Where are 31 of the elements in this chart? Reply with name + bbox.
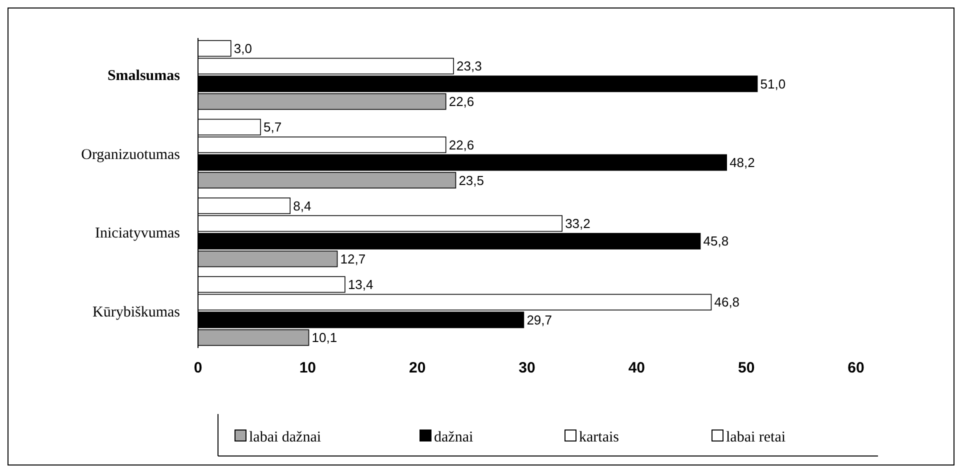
x-tick-label: 20 <box>408 360 426 377</box>
y-tick-label: Iniciatyvumas <box>95 226 180 242</box>
data-label: 12,7 <box>340 251 366 266</box>
legend-label: labai dažnai <box>249 429 322 446</box>
y-tick-label: Smalsumas <box>107 68 180 84</box>
x-tick-label: 40 <box>628 360 646 377</box>
x-tick-label: 0 <box>194 360 202 377</box>
y-tick-label: Organizuotumas <box>81 146 180 163</box>
legend-label: dažnai <box>434 429 474 446</box>
x-tick-label: 10 <box>299 360 316 377</box>
data-label: 5,7 <box>264 120 282 135</box>
x-tick-label: 50 <box>738 360 755 377</box>
y-tick-label: Kūrybiškumas <box>92 304 180 320</box>
data-label: 45,8 <box>703 234 729 249</box>
data-label: 3,0 <box>234 40 252 56</box>
data-label: 13,4 <box>348 277 374 292</box>
data-label: 10,1 <box>312 330 338 346</box>
data-label: 23,5 <box>458 172 484 188</box>
data-label: 48,2 <box>730 155 755 170</box>
data-label: 51,0 <box>760 76 786 92</box>
data-label: 22,6 <box>448 94 474 110</box>
x-tick-label: 60 <box>848 360 864 377</box>
data-label: 33,2 <box>565 216 590 232</box>
data-label: 29,7 <box>526 312 552 328</box>
data-label: 23,3 <box>456 58 482 74</box>
data-label: 22,6 <box>448 137 474 152</box>
data-label: 8,4 <box>293 198 312 214</box>
data-label: 46,8 <box>714 294 740 310</box>
legend-label: labai retai <box>726 429 786 446</box>
legend-label: kartais <box>579 429 620 446</box>
x-tick-label: 30 <box>518 360 536 377</box>
